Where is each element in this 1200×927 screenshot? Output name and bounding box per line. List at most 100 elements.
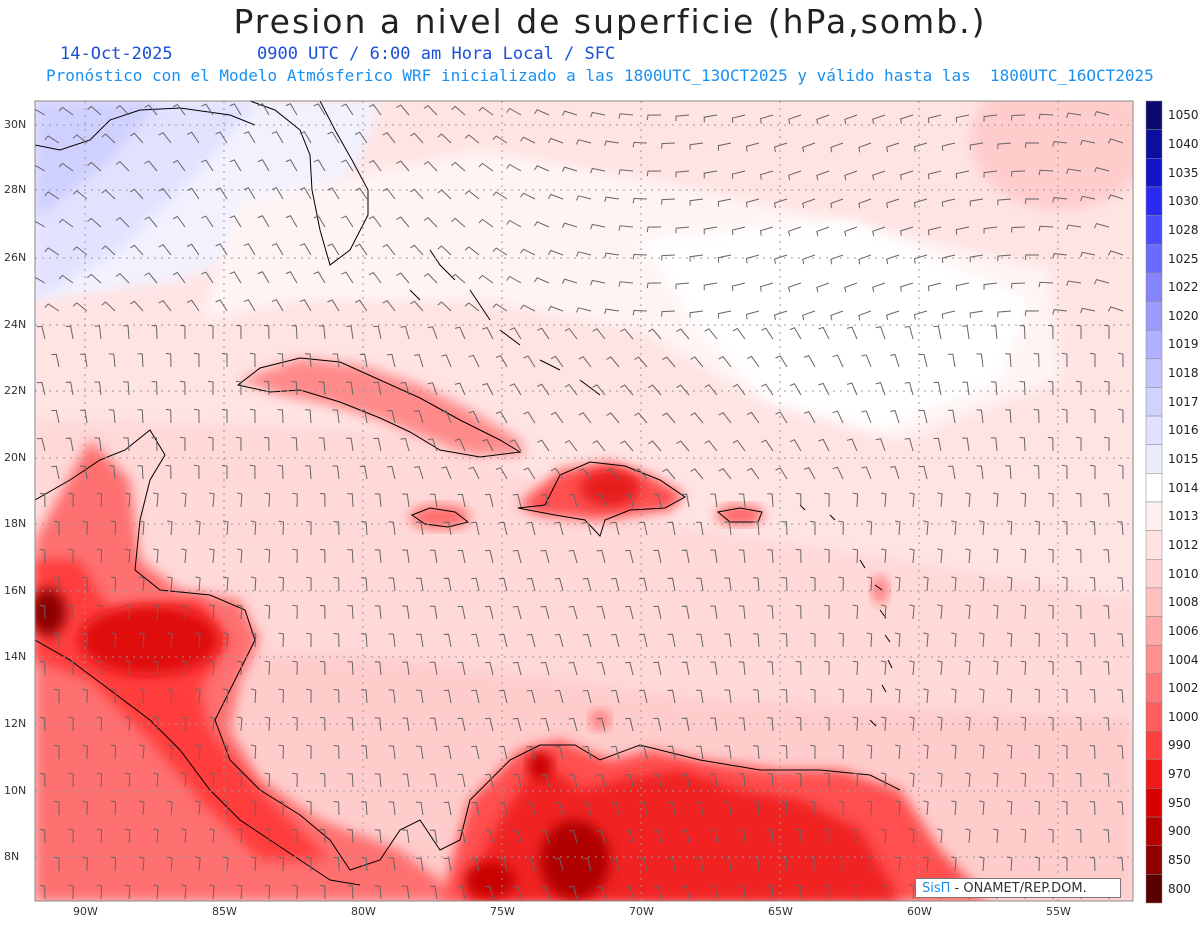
wind-barb [767, 549, 774, 564]
wind-barb [520, 304, 536, 312]
wind-barb [900, 282, 914, 292]
wind-barb [373, 325, 382, 340]
wind-barb [123, 325, 130, 340]
lat-label: 8N [4, 850, 20, 863]
wind-barb [1006, 520, 1013, 536]
wind-barb [58, 218, 74, 228]
wind-barb [277, 465, 284, 480]
wind-barb [578, 412, 592, 424]
wind-barb [451, 273, 466, 284]
colorbar-swatch [1145, 473, 1163, 503]
wind-barb [110, 800, 117, 816]
wind-barb [852, 660, 859, 676]
wind-barb [1075, 660, 1082, 676]
wind-barb [576, 251, 592, 257]
wind-barb [181, 604, 187, 620]
wind-barb [153, 660, 159, 676]
wind-barb [1005, 353, 1012, 368]
wind-barb [457, 661, 466, 676]
wind-barb [890, 410, 900, 424]
wind-barb [492, 135, 508, 144]
wind-barb [96, 604, 103, 620]
wind-barb [976, 465, 984, 480]
wind-barb [900, 170, 914, 180]
wind-barb [582, 577, 592, 592]
wind-barb [327, 131, 340, 144]
wind-barb [361, 801, 368, 816]
wind-barb [824, 660, 830, 676]
wind-barb [858, 310, 872, 321]
wind-barb [299, 243, 312, 256]
wind-barb [880, 772, 887, 788]
wind-barb [761, 327, 774, 340]
wind-barb [209, 548, 215, 564]
wind-barb [1020, 548, 1027, 564]
wind-barb [82, 576, 88, 592]
wind-barb [1062, 856, 1068, 871]
wind-barb [346, 437, 354, 452]
wind-barb [653, 829, 662, 844]
wind-barb [978, 744, 985, 760]
wind-barb [540, 549, 550, 564]
wind-barb [941, 198, 956, 207]
wind-barb [181, 772, 187, 788]
wind-barb [738, 493, 746, 508]
wind-barb [368, 271, 382, 284]
wind-barb [209, 716, 215, 732]
wind-barb [624, 549, 634, 564]
wind-barb [604, 308, 620, 315]
colorbar-label: 1030 [1168, 194, 1199, 209]
wind-barb [689, 198, 704, 206]
wind-barb [400, 325, 410, 340]
wind-barb [536, 327, 550, 340]
wind-barb [457, 773, 466, 788]
colorbar-swatch [1145, 329, 1163, 360]
wind-barb [561, 166, 578, 172]
wind-barb [781, 633, 788, 648]
wind-barb [731, 282, 746, 292]
wind-barb [292, 492, 298, 508]
wind-barb [1066, 224, 1082, 230]
wind-barb [332, 409, 340, 424]
wind-barb [441, 466, 452, 480]
wind-barb [861, 410, 872, 424]
wind-barb [1006, 576, 1013, 592]
wind-barb [824, 604, 830, 620]
wind-barb [139, 576, 145, 592]
wind-barb [153, 828, 159, 844]
wind-barb [846, 326, 858, 340]
wind-barb [457, 493, 466, 508]
wind-barb [124, 828, 131, 844]
wind-barb [745, 142, 760, 152]
wind-barb [1075, 828, 1082, 844]
wind-barb [72, 134, 88, 144]
wind-barb [327, 187, 340, 200]
colorbar-swatch [1145, 501, 1163, 531]
wind-barb [1117, 464, 1124, 480]
wind-barb [610, 745, 620, 760]
colorbar-label: 1025 [1168, 251, 1199, 266]
wind-barb [388, 633, 396, 648]
lon-label: 85W [212, 905, 237, 918]
wind-barb [909, 828, 915, 844]
wind-barb [844, 282, 858, 293]
wind-barb [1116, 521, 1124, 536]
wind-barb [582, 745, 592, 760]
wind-barb [94, 437, 102, 452]
wind-barb [618, 281, 634, 287]
wind-barb [151, 381, 158, 396]
wind-barb [992, 828, 999, 844]
wind-barb [68, 492, 74, 508]
wind-barb [923, 520, 929, 536]
wind-barb [58, 274, 74, 284]
wind-barb [852, 604, 859, 620]
wind-barb [347, 549, 354, 564]
colorbar-swatch [1145, 243, 1163, 274]
wind-barb [710, 829, 718, 844]
wind-barb [1034, 856, 1040, 872]
wind-barb [186, 187, 200, 200]
wind-barb [402, 773, 410, 788]
wind-barb [68, 604, 74, 620]
wind-barb [703, 170, 718, 179]
wind-barb [221, 464, 228, 479]
